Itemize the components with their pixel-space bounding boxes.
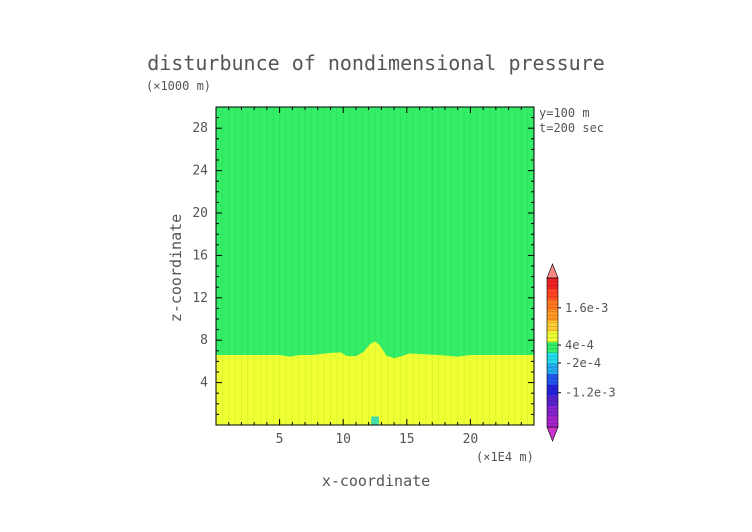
x-tick-label: 10 xyxy=(335,432,351,447)
x-tick-label: 15 xyxy=(399,432,415,447)
y-axis-label: z-coordinate xyxy=(167,214,185,322)
colorbar-segment xyxy=(547,352,558,364)
region-lower xyxy=(216,341,534,425)
colorbar-label: 1.6e-3 xyxy=(565,301,608,315)
x-axis-label: x-coordinate xyxy=(322,472,430,490)
colorbar-segment xyxy=(547,416,558,428)
surface-anomaly xyxy=(371,416,379,425)
x-axis: 5 10 15 20 xyxy=(228,107,522,447)
colorbar-label: 4e-4 xyxy=(565,338,594,352)
colorbar-segment xyxy=(547,341,558,353)
y-scale-label: (×1000 m) xyxy=(146,79,211,93)
colorbar-segment xyxy=(547,405,558,417)
y-axis: 4 8 12 16 20 24 28 xyxy=(192,117,534,415)
colorbar: 1.6e-3 4e-4 -2e-4 -1.2e-3 xyxy=(546,263,616,442)
colorbar-segment xyxy=(547,288,558,300)
colorbar-bottom-arrow xyxy=(546,426,559,442)
y-tick-label: 24 xyxy=(192,164,208,179)
colorbar-segment xyxy=(547,384,558,396)
y-tick-label: 20 xyxy=(192,206,208,221)
colorbar-segment xyxy=(547,278,558,289)
plot-area xyxy=(215,106,535,426)
colorbar-top-arrow xyxy=(546,263,559,279)
colorbar-frame xyxy=(546,277,559,428)
y-tick-label: 16 xyxy=(192,248,208,263)
y-tick-label: 8 xyxy=(200,333,208,348)
x-tick-label: 20 xyxy=(463,432,479,447)
colorbar-segment xyxy=(547,299,558,311)
colorbar-segment xyxy=(547,395,558,407)
y-tick-label: 28 xyxy=(192,121,208,136)
colorbar-segment xyxy=(547,320,558,332)
colorbar-segment xyxy=(547,309,558,321)
info-time: t=200 sec xyxy=(539,121,604,135)
colorbar-segment xyxy=(547,363,558,375)
colorbar-label: -2e-4 xyxy=(565,356,601,370)
colorbar-segment xyxy=(547,331,558,343)
y-tick-label: 12 xyxy=(192,291,208,306)
x-tick-label: 5 xyxy=(276,432,284,447)
x-scale-label: (×1E4 m) xyxy=(476,450,534,464)
chart-title: disturbunce of nondimensional pressure xyxy=(147,51,605,75)
colorbar-label: -1.2e-3 xyxy=(565,386,616,400)
info-y-value: y=100 m xyxy=(539,106,590,120)
colorbar-segment xyxy=(547,373,558,385)
y-tick-label: 4 xyxy=(200,376,208,391)
